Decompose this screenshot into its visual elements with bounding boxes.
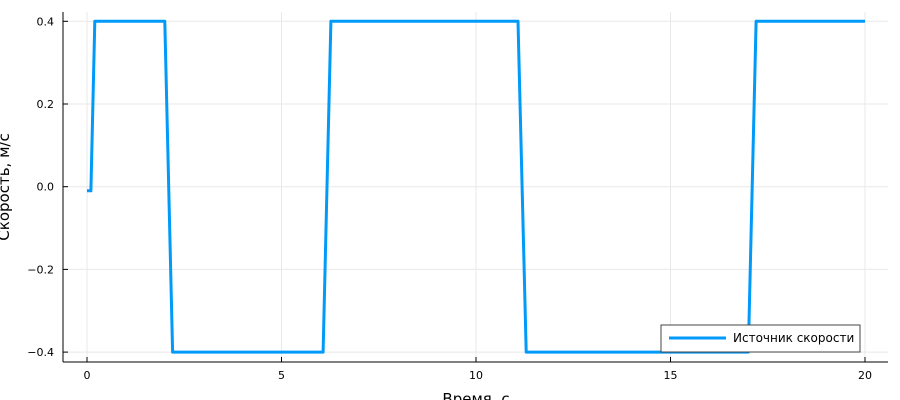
x-tick-label: 5 [278, 369, 285, 382]
x-tick-label: 15 [664, 369, 678, 382]
x-tick-label: 10 [469, 369, 483, 382]
series-group [87, 19, 865, 354]
x-tick-label: 20 [858, 369, 872, 382]
legend: Источник скорости [660, 324, 861, 353]
x-axis-label: Время, с [442, 390, 509, 400]
y-tick-label: −0.2 [27, 263, 54, 276]
y-tick-label: 0.4 [37, 15, 55, 28]
y-axis-label: Скорость, м/с [0, 133, 13, 240]
ticks: 0 5 10 15 20 −0.4 −0.2 0.0 0.2 0.4 [27, 15, 872, 382]
legend-label: Источник скорости [733, 331, 854, 345]
x-tick-label: 0 [84, 369, 91, 382]
grid [63, 12, 888, 362]
y-tick-label: −0.4 [27, 346, 54, 359]
y-tick-label: 0.2 [37, 98, 55, 111]
y-tick-label: 0.0 [37, 181, 55, 194]
series-line [87, 19, 865, 354]
